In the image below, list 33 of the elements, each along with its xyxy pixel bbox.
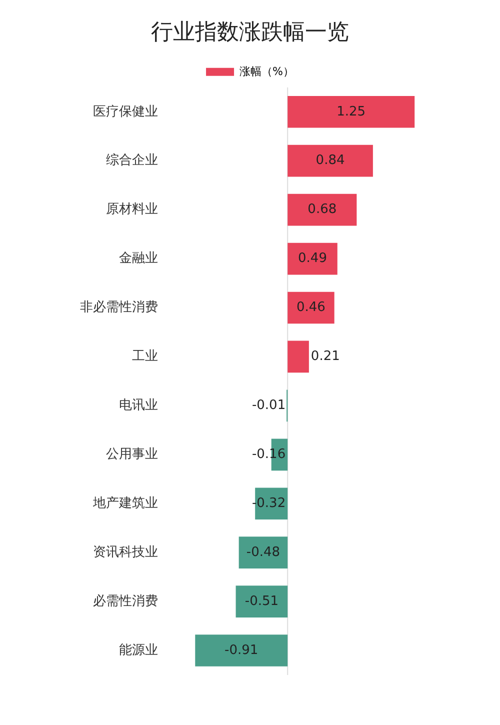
- bar: [195, 634, 288, 666]
- y-tick-label: 非必需性消费: [80, 300, 158, 316]
- data-label: 1.25: [336, 104, 366, 120]
- data-label: -0.51: [244, 594, 279, 609]
- bar: [288, 96, 415, 128]
- y-tick-label: 公用事业: [106, 447, 158, 462]
- data-label: -0.48: [246, 544, 280, 560]
- data-label: 0.46: [296, 300, 326, 316]
- y-tick-label: 地产建筑业: [92, 496, 158, 511]
- bar: [288, 340, 309, 373]
- bar: [288, 242, 338, 275]
- data-label: 0.68: [308, 202, 337, 218]
- chart-title: 行业指数涨跌幅一览: [151, 20, 349, 45]
- y-tick-label: 医疗保健业: [93, 104, 158, 120]
- bar: [236, 586, 288, 618]
- data-label: -0.91: [224, 642, 258, 658]
- y-tick-label: 必需性消费: [93, 594, 158, 609]
- y-tick-label: 金融业: [119, 251, 158, 266]
- bar: [288, 292, 334, 324]
- bar: [238, 536, 288, 568]
- data-label: 0.21: [310, 349, 340, 364]
- y-tick-label: 工业: [132, 349, 158, 364]
- bar: [288, 194, 357, 226]
- data-label: 0.49: [298, 251, 327, 266]
- legend-label: 涨幅（%）: [240, 64, 294, 78]
- data-label: -0.01: [252, 398, 286, 414]
- bar: [288, 144, 373, 177]
- y-tick-label: 资讯科技业: [93, 544, 158, 560]
- y-tick-label: 能源业: [119, 642, 158, 658]
- y-tick-label: 综合企业: [106, 153, 158, 168]
- y-tick-label: 电讯业: [119, 398, 158, 414]
- data-label: 0.84: [316, 153, 345, 168]
- y-tick-label: 原材料业: [106, 202, 158, 218]
